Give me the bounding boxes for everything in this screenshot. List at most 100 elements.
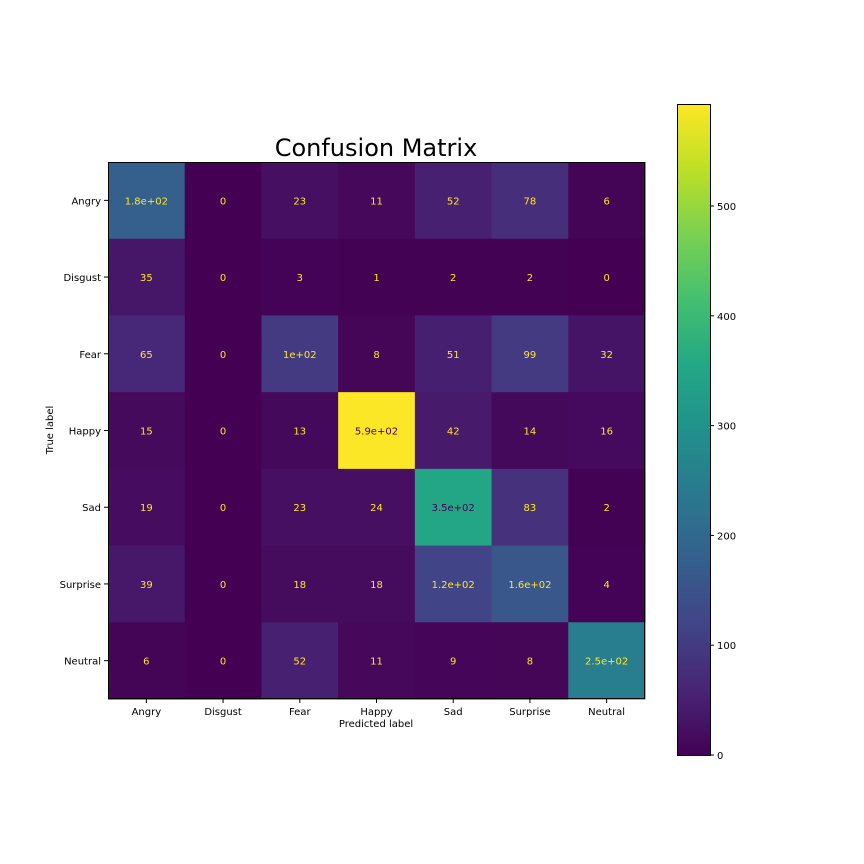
y-axis-label: True label [45, 406, 56, 456]
cell-value-label: 83 [524, 503, 537, 514]
heatmap-cell [338, 162, 416, 240]
heatmap-cell [568, 468, 646, 547]
cell-value-label: 0 [220, 657, 226, 668]
x-tick-label: Surprise [509, 707, 550, 718]
y-axis-ticks: Angry Disgust Fear Happy Sad Surprise Neutral [60, 196, 108, 668]
heatmap-cell [184, 315, 262, 393]
plot-frame [108, 162, 645, 699]
heatmap-cell [108, 545, 186, 623]
colorbar [677, 104, 711, 756]
cell-value-label: 8 [527, 657, 533, 668]
cell-value-label: 0 [220, 503, 226, 514]
cell-value-label: 3 [297, 273, 303, 284]
heatmap-cell [414, 468, 493, 547]
colorbar-tick-label: 100 [717, 641, 736, 652]
cell-value-label: 9 [450, 657, 456, 668]
y-tick-label: Disgust [63, 273, 101, 284]
cell-value-label: 11 [370, 657, 383, 668]
heatmap-cell [108, 622, 186, 700]
cell-value-label: 5.9e+02 [355, 427, 398, 438]
cell-value-label: 51 [447, 350, 460, 361]
y-tick-label: Angry [71, 196, 101, 207]
x-axis-ticks: Angry Disgust Fear Happy Sad Surprise Neutral [132, 699, 625, 718]
heatmap-cell [108, 315, 186, 393]
heatmap-cell [568, 622, 646, 700]
cell-value-label: 18 [370, 580, 383, 591]
heatmap-cell [184, 238, 262, 316]
heatmap-cell [491, 545, 569, 623]
y-tick-label: Surprise [60, 580, 101, 591]
x-axis-label: Predicted label [339, 719, 413, 730]
cell-value-label: 1.6e+02 [508, 580, 551, 591]
cell-value-label: 35 [140, 273, 153, 284]
heatmap-cell [568, 392, 646, 470]
cell-value-label: 3.5e+02 [432, 503, 475, 514]
heatmap-cell [338, 315, 416, 393]
cell-value-label: 4 [603, 580, 609, 591]
heatmap-cell [491, 162, 569, 240]
heatmap-cell [184, 162, 262, 240]
heatmap-cell [261, 162, 339, 240]
cell-value-label: 39 [140, 580, 153, 591]
heatmap-cell [184, 622, 262, 700]
y-tick-label: Neutral [64, 657, 101, 668]
cell-value-label: 1.8e+02 [125, 196, 168, 207]
heatmap-cell [338, 622, 416, 700]
cell-value-label: 65 [140, 350, 153, 361]
heatmap-cell [491, 315, 569, 393]
y-tick-label: Fear [79, 350, 101, 361]
cell-value-label: 32 [600, 350, 613, 361]
cell-value-label: 6 [143, 657, 149, 668]
cell-value-label: 52 [293, 657, 306, 668]
heatmap-cell [261, 392, 339, 470]
heatmap-cell [414, 162, 493, 240]
colorbar-tick-label: 400 [717, 312, 736, 323]
heatmap-cell [491, 468, 569, 547]
cell-value-label: 18 [293, 580, 306, 591]
heatmap-cell [568, 238, 646, 316]
heatmap-cell [338, 238, 416, 316]
colorbar-tick-label: 300 [717, 422, 736, 433]
heatmap-cell [261, 468, 339, 547]
heatmap-cell [414, 238, 493, 316]
colorbar-tick-label: 0 [717, 751, 723, 762]
cell-value-label: 0 [220, 196, 226, 207]
cell-value-label: 1e+02 [283, 350, 317, 361]
heatmap-cell [414, 315, 493, 393]
cell-value-label: 8 [373, 350, 379, 361]
heatmap-cell [108, 392, 186, 470]
heatmap-cell [108, 468, 186, 547]
cell-value-label: 52 [447, 196, 460, 207]
heatmap-cell [108, 162, 186, 240]
cell-value-label: 16 [600, 427, 613, 438]
heatmap-cells [108, 162, 646, 700]
colorbar-tick-label: 200 [717, 531, 736, 542]
heatmap-cell [568, 162, 646, 240]
heatmap-cell [491, 622, 569, 700]
heatmap-cell [261, 545, 339, 623]
cell-value-label: 13 [293, 427, 306, 438]
cell-value-label: 0 [220, 273, 226, 284]
heatmap-cell [261, 238, 339, 316]
heatmap-cell [568, 315, 646, 393]
cell-value-label: 2 [603, 503, 609, 514]
cell-value-label: 1.2e+02 [432, 580, 475, 591]
cell-value-label: 0 [220, 350, 226, 361]
heatmap-cell [338, 468, 416, 547]
heatmap-cell [184, 468, 262, 547]
heatmap-cell [414, 545, 493, 623]
heatmap-cell [338, 392, 416, 470]
heatmap-cell [184, 545, 262, 623]
cell-value-label: 0 [220, 427, 226, 438]
cell-value-label: 2 [527, 273, 533, 284]
heatmap-cell [414, 392, 493, 470]
cell-value-label: 14 [524, 427, 537, 438]
cell-value-label: 6 [603, 196, 609, 207]
cell-value-label: 15 [140, 427, 153, 438]
x-tick-label: Neutral [588, 707, 625, 718]
chart-title: Confusion Matrix [275, 134, 478, 162]
y-tick-label: Happy [69, 427, 101, 438]
cell-value-label: 1 [373, 273, 379, 284]
y-tick-label: Sad [82, 503, 101, 514]
